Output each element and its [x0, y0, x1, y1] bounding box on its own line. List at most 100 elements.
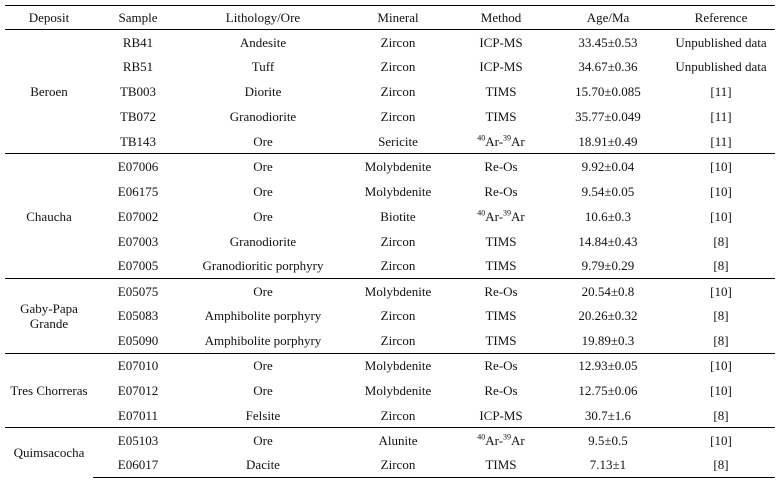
sample-cell: E07003	[117, 233, 159, 249]
mineral-cell: Molybdenite	[343, 277, 453, 304]
sample-cell: E05075	[93, 277, 183, 304]
sample-cell: E07010	[93, 352, 183, 378]
table-row: E06017 Dacite Zircon TIMS 7.13±1 [8]	[5, 452, 775, 479]
age-cell: 15.70±0.085	[575, 84, 641, 100]
table-row: Chaucha E07006 Ore Molybdenite Re-Os 9.92±0.0…	[5, 153, 775, 279]
mineral-cell: Zircon	[343, 452, 453, 479]
mineral-cell: Zircon	[380, 332, 416, 348]
deposit-name-line: Grande	[29, 315, 69, 331]
method-cell: TIMS	[485, 258, 517, 274]
sample-cell: E05090	[117, 332, 159, 348]
reference-cell: [10]	[710, 183, 732, 199]
age-cell: 10.6±0.3	[584, 208, 632, 224]
table-row: E07012 Ore Molybdenite Re-Os 12.75±0.06 [10]	[5, 378, 775, 403]
deposit-cell: Quimsacocha	[5, 427, 93, 478]
table-row: Beroen RB41 Andesite Zircon ICP-MS 33.45±0.53…	[5, 30, 775, 99]
deposit-cell: Chaucha	[5, 153, 93, 279]
lithology-cell: Felsite	[245, 407, 281, 423]
mineral-cell: Molybdenite	[343, 153, 453, 179]
header-deposit: Deposit	[5, 5, 93, 30]
isotope-symbol: Ar	[511, 133, 525, 149]
header-mineral: Mineral	[343, 5, 453, 30]
reference-cell: [8]	[713, 233, 729, 249]
isotope-symbol: Ar	[511, 432, 525, 448]
table-row: E07003 Granodiorite Zircon TIMS 14.84±0.43 [8…	[5, 229, 775, 254]
sample-cell: E07006	[93, 153, 183, 179]
header-reference: Reference	[667, 5, 775, 30]
table-row: E07011 Felsite Zircon ICP-MS 30.7±1.6 [8]	[5, 403, 775, 428]
lithology-cell: Ore	[253, 208, 273, 224]
sample-cell: E07002	[117, 208, 159, 224]
lithology-cell: Granodiorite	[229, 233, 297, 249]
method-cell: TIMS	[485, 233, 517, 249]
mineral-cell: Zircon	[380, 109, 416, 125]
lithology-cell: Andesite	[239, 34, 287, 50]
method-cell: TIMS	[485, 332, 517, 348]
reference-cell: [11]	[710, 109, 732, 125]
lithology-cell: Ore	[183, 427, 343, 453]
mineral-cell: Sericite	[378, 133, 418, 149]
reference-cell: [8]	[713, 258, 729, 274]
method-cell: 40Ar-39Ar	[453, 129, 549, 154]
age-cell: 19.89±0.3	[581, 332, 635, 348]
table-row: E07005 Granodioritic porphyry Zircon TIMS 9.…	[5, 254, 775, 279]
reference-cell: [8]	[713, 332, 729, 348]
reference-cell: [11]	[710, 133, 732, 149]
age-cell: 18.91±0.49	[578, 133, 638, 149]
reference-cell: [10]	[667, 153, 775, 179]
table-row: TB143 Ore Sericite 40Ar-39Ar 18.91±0.49 [11]	[5, 129, 775, 154]
age-cell: 33.45±0.53	[578, 34, 638, 50]
reference-cell: Unpublished data	[675, 34, 767, 50]
lithology-cell: Amphibolite porphyry	[204, 308, 322, 324]
table-header: Deposit Sample Lithology/Ore Mineral Met…	[5, 5, 775, 30]
table-row: E07002 Ore Biotite 40Ar-39Ar 10.6±0.3 [10]	[5, 204, 775, 229]
reference-cell: [8]	[713, 407, 729, 423]
lithology-cell: Ore	[183, 352, 343, 378]
sample-cell: RB51	[122, 59, 154, 75]
sample-cell: E07012	[117, 382, 159, 398]
method-cell: 40Ar-39Ar	[453, 204, 549, 229]
isotope-mass-number: 39	[503, 208, 512, 218]
sample-cell: TB072	[119, 109, 157, 125]
mineral-cell: Molybdenite	[343, 352, 453, 378]
reference-cell: [8]	[667, 452, 775, 479]
mineral-cell: Biotite	[380, 208, 416, 224]
age-cell: 35.77±0.049	[575, 109, 641, 125]
sample-cell: E06175	[117, 183, 159, 199]
deposit-name-line: Gaby-Papa	[20, 300, 78, 316]
lithology-cell: Dacite	[183, 452, 343, 479]
table-row: E05083 Amphibolite porphyry Zircon TIMS 20.2…	[5, 303, 775, 328]
reference-cell: [10]	[710, 382, 732, 398]
isotope-symbol: Ar-	[485, 133, 504, 149]
method-cell: ICP-MS	[479, 59, 523, 75]
reference-cell: [10]	[667, 352, 775, 378]
table-row: E05090 Amphibolite porphyry Zircon TIMS 19.8…	[5, 328, 775, 353]
mineral-cell: Molybdenite	[364, 183, 432, 199]
mineral-cell: Zircon	[380, 407, 416, 423]
table-row: E06175 Ore Molybdenite Re-Os 9.54±0.05 [10]	[5, 179, 775, 204]
reference-cell: [8]	[713, 308, 729, 324]
method-cell: ICP-MS	[479, 34, 523, 50]
header-row: Deposit Sample Lithology/Ore Mineral Met…	[5, 5, 775, 30]
table-row: TB072 Granodiorite Zircon TIMS 35.77±0.049 [1…	[5, 104, 775, 129]
sample-cell: E05103	[93, 427, 183, 453]
age-cell: 7.13±1	[549, 452, 667, 479]
isotope-mass-number: 40	[477, 133, 486, 143]
lithology-cell: Ore	[253, 133, 273, 149]
age-cell: 20.26±0.32	[578, 308, 638, 324]
age-cell: 9.92±0.04	[549, 153, 667, 179]
method-cell: ICP-MS	[479, 407, 523, 423]
age-cell: 12.93±0.05	[549, 352, 667, 378]
sample-cell: TB143	[119, 133, 157, 149]
method-cell: TIMS	[485, 308, 517, 324]
sample-cell: E07005	[117, 258, 159, 274]
deposit-cell: Gaby-Papa Grande	[5, 277, 93, 354]
lithology-cell: Diorite	[244, 84, 282, 100]
geochronology-table: Deposit Sample Lithology/Ore Mineral Met…	[5, 5, 775, 479]
age-cell: 14.84±0.43	[578, 233, 638, 249]
sample-cell: RB41	[122, 34, 154, 50]
method-cell: Re-Os	[453, 352, 549, 378]
header-sample: Sample	[93, 5, 183, 30]
method-cell: Re-Os	[453, 277, 549, 304]
